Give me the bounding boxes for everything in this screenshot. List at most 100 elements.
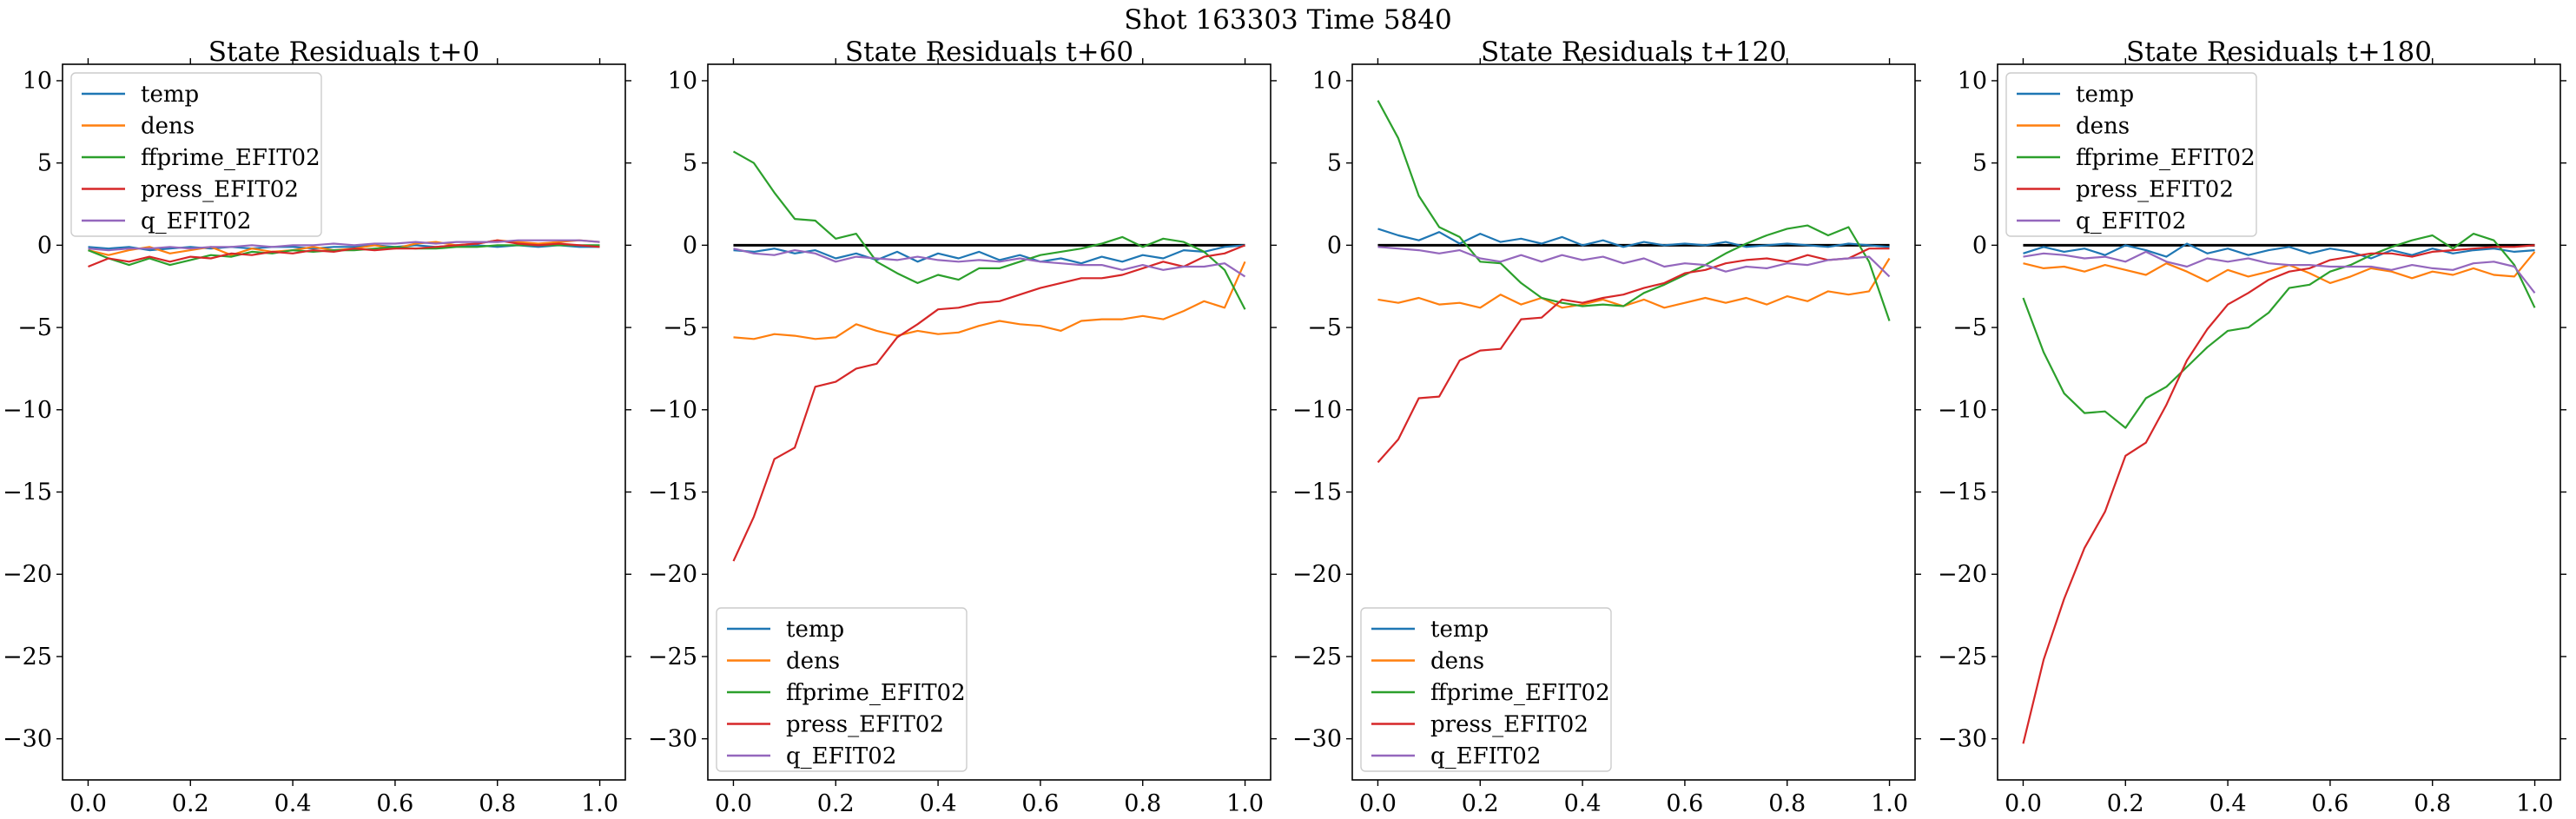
x-tick-label: 0.4 — [2209, 790, 2247, 817]
legend-label: temp — [786, 617, 844, 643]
x-tick-label: 0.6 — [376, 790, 413, 817]
subplot-t0: State Residuals t+0 0.0 0.2 0.4 0.6 0.8 1.0 10 5… — [3, 36, 631, 817]
y-tick-label: −25 — [648, 644, 697, 670]
y-tick-label: −25 — [1292, 644, 1342, 670]
y-tick-label: 10 — [1312, 68, 1342, 95]
series-line-ffprime-efit02 — [732, 150, 1246, 310]
y-tick-label: −5 — [1307, 314, 1342, 341]
legend-label: dens — [2076, 114, 2130, 140]
legend-box — [716, 607, 968, 772]
x-tick-label: 0.2 — [817, 790, 855, 817]
y-tick-label: −5 — [17, 314, 52, 341]
y-tick-label: −10 — [1938, 397, 1987, 424]
x-tick-label: 0.6 — [1666, 790, 1703, 817]
series-line-dens — [733, 261, 1246, 340]
x-tick-label: 0.2 — [2107, 790, 2144, 817]
x-tick-label: 1.0 — [1871, 790, 1908, 817]
series-line-temp — [733, 244, 1245, 265]
x-tick-label: 1.0 — [2516, 790, 2553, 817]
legend-label: ffprime_EFIT02 — [2076, 145, 2256, 171]
legend-label: press_EFIT02 — [1430, 712, 1589, 738]
x-tick-label: 0.4 — [920, 790, 957, 817]
x-tick-label: 0.8 — [2414, 790, 2451, 817]
legend-label: press_EFIT02 — [2076, 177, 2234, 203]
y-tick-label: −30 — [1292, 726, 1342, 753]
x-tick-label: 0.0 — [2005, 790, 2042, 817]
series-line-ffprime-efit02 — [1377, 100, 1891, 321]
series-line-temp — [2023, 242, 2535, 260]
axes-frame — [1997, 63, 2561, 781]
series-line-q-efit02 — [2023, 250, 2536, 294]
y-tick-label: 0 — [37, 232, 52, 259]
y-tick-label: 0 — [683, 232, 697, 259]
subplot-t120: State Residuals t+120 0.0 0.2 0.4 0.6 0.8 1.0 1… — [1292, 36, 1921, 817]
y-tick-label: −15 — [1938, 479, 1987, 506]
y-tick-label: −10 — [648, 397, 697, 424]
series-line-dens — [1377, 257, 1891, 309]
y-tick-label: 10 — [23, 68, 52, 95]
y-tick-label: 0 — [1327, 232, 1342, 259]
y-tick-label: −20 — [1292, 561, 1342, 588]
series-line-ffprime-efit02 — [2022, 233, 2536, 429]
y-tick-label: −25 — [3, 644, 52, 670]
legend-label: temp — [2076, 82, 2134, 108]
subplot-t180: State Residuals t+180 0.0 0.2 0.4 0.6 0.8 1.0 1… — [1938, 36, 2566, 817]
y-tick-label: 0 — [1972, 232, 1987, 259]
legend-label: dens — [141, 114, 195, 140]
y-tick-label: −10 — [3, 397, 52, 424]
y-tick-label: −30 — [648, 726, 697, 753]
legend-label: dens — [786, 649, 840, 675]
x-tick-label: 0.4 — [1564, 790, 1602, 817]
y-tick-label: −5 — [1952, 314, 1987, 341]
subplot-t60: State Residuals t+60 0.0 0.2 0.4 0.6 0.8 1.0 10… — [648, 36, 1277, 817]
subplot-title: State Residuals t+0 — [208, 36, 479, 68]
x-tick-label: 0.6 — [2311, 790, 2348, 817]
legend-label: q_EFIT02 — [141, 208, 251, 234]
legend-box — [2005, 72, 2257, 237]
y-tick-label: 5 — [683, 150, 697, 177]
subplot-title: State Residuals t+120 — [1481, 36, 1787, 68]
x-tick-label: 0.8 — [1768, 790, 1806, 817]
x-tick-label: 1.0 — [581, 790, 618, 817]
series-line-press-efit02 — [88, 239, 600, 268]
legend: temp dens ffprime_EFIT02 press_EFIT02 q_EFIT… — [70, 72, 322, 237]
x-tick-label: 0.0 — [1359, 790, 1397, 817]
legend-label: temp — [141, 82, 199, 108]
legend: temp dens ffprime_EFIT02 press_EFIT02 q_EFIT… — [716, 607, 968, 772]
legend-box — [70, 72, 322, 237]
series-line-q-efit02 — [1377, 246, 1891, 278]
y-tick-label: −10 — [1292, 397, 1342, 424]
series-line-press-efit02 — [1377, 248, 1890, 464]
y-tick-label: −20 — [1938, 561, 1987, 588]
y-tick-label: 5 — [1972, 150, 1987, 177]
y-tick-label: −30 — [1938, 726, 1987, 753]
x-tick-label: 0.0 — [69, 790, 107, 817]
y-tick-label: −20 — [648, 561, 697, 588]
legend: temp dens ffprime_EFIT02 press_EFIT02 q_EFIT… — [2005, 72, 2257, 237]
x-tick-label: 0.2 — [1462, 790, 1499, 817]
x-tick-label: 0.8 — [479, 790, 516, 817]
axes-frame — [62, 63, 626, 781]
legend-label: ffprime_EFIT02 — [786, 680, 966, 706]
legend-label: ffprime_EFIT02 — [1430, 680, 1610, 706]
legend-label: q_EFIT02 — [2076, 208, 2186, 234]
series-line-dens — [2023, 251, 2536, 284]
y-tick-label: 5 — [37, 150, 52, 177]
legend: temp dens ffprime_EFIT02 press_EFIT02 q_EFIT… — [1360, 607, 1612, 772]
subplot-title: State Residuals t+60 — [845, 36, 1133, 68]
y-tick-label: −30 — [3, 726, 52, 753]
y-tick-label: 5 — [1327, 150, 1342, 177]
legend-label: q_EFIT02 — [1430, 743, 1541, 769]
x-tick-label: 0.8 — [1124, 790, 1161, 817]
axes-frame — [707, 63, 1271, 781]
x-tick-label: 1.0 — [1226, 790, 1264, 817]
series-line-q-efit02 — [88, 239, 600, 252]
x-tick-label: 0.6 — [1021, 790, 1059, 817]
x-tick-label: 0.2 — [172, 790, 209, 817]
y-tick-label: −25 — [1938, 644, 1987, 670]
series-line-press-efit02 — [732, 244, 1245, 562]
y-tick-label: −5 — [663, 314, 697, 341]
legend-label: ffprime_EFIT02 — [141, 145, 320, 171]
x-tick-label: 0.0 — [715, 790, 752, 817]
